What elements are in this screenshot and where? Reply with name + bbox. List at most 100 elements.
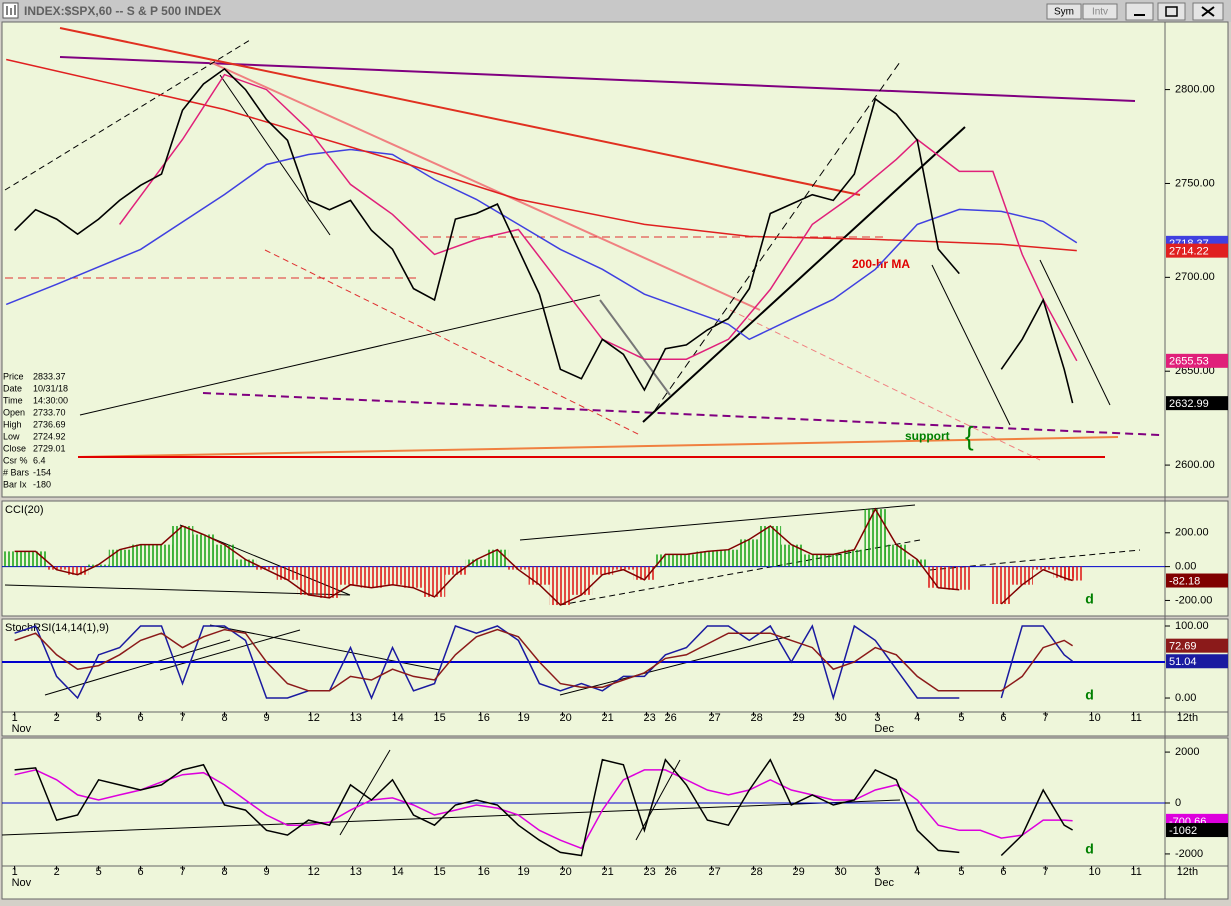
lower-panel	[1, 737, 1229, 867]
x-tick-label: 21	[601, 712, 613, 724]
trendline	[59, 56, 1136, 102]
data-window-label: Csr %	[3, 455, 28, 465]
trendline	[44, 639, 231, 696]
last-value-box	[1166, 823, 1228, 838]
intv-button[interactable]	[1082, 3, 1118, 20]
x-tick-label: 27	[709, 712, 721, 724]
histogram-bar	[150, 544, 173, 567]
histogram-bar	[927, 566, 950, 588]
x-tick-label: 20	[560, 712, 572, 724]
histogram-bar	[948, 566, 971, 590]
x-tick-label: 14	[392, 866, 404, 878]
sym-button[interactable]	[1046, 3, 1082, 20]
x-tick-label: 26	[664, 712, 676, 724]
x-tick-label: 13	[350, 866, 362, 878]
x-tick-label: 8	[222, 866, 228, 878]
y-tick-label: -200.00	[1175, 594, 1212, 606]
trendline	[339, 749, 391, 836]
trendline	[559, 635, 791, 696]
last-value-box	[1166, 353, 1228, 368]
last-value-label: 51.04	[1169, 656, 1197, 668]
histogram-bar	[591, 566, 614, 575]
histogram-bar	[3, 551, 26, 567]
y-tick-label: 0.00	[1175, 561, 1196, 573]
data-window-value: 10/31/18	[33, 383, 68, 393]
title-bar	[0, 0, 1231, 22]
y-tick-label: 200.00	[1175, 527, 1209, 539]
histogram-bar	[612, 566, 635, 570]
data-window-label: Close	[3, 443, 26, 453]
series-line	[6, 58, 1077, 252]
x-tick-label: 7	[1042, 866, 1048, 878]
data-window-value: 14:30:00	[33, 395, 68, 405]
time-axis	[1, 711, 1229, 737]
data-window-label: Price	[3, 371, 24, 381]
y-tick-label: 100.00	[1175, 620, 1209, 632]
series-line	[14, 507, 1073, 606]
data-window-label: Open	[3, 407, 25, 417]
trendline	[642, 126, 966, 423]
x-tick-label: 7	[180, 712, 186, 724]
stoch-panel	[1, 618, 1229, 713]
x-tick-label: 29	[793, 866, 805, 878]
trendline	[79, 294, 601, 416]
x-tick-label: 5	[96, 866, 102, 878]
last-value-label: 2714.22	[1169, 246, 1209, 258]
x-tick-label: 11	[1131, 712, 1142, 724]
histogram-bar	[990, 566, 1013, 604]
x-tick-label: 30	[835, 866, 847, 878]
y-tick-label: 2600.00	[1175, 459, 1215, 471]
intv-button-label[interactable]: Intv	[1092, 7, 1108, 18]
y-tick-label: 2700.00	[1175, 271, 1215, 283]
x-tick-label: 8	[222, 712, 228, 724]
histogram-bar	[864, 509, 887, 567]
data-window-value: 6.4	[33, 455, 46, 465]
trendline	[519, 504, 916, 541]
signal-annotation: d	[1085, 841, 1094, 857]
x-tick-label: 5	[958, 866, 964, 878]
trendline	[4, 39, 251, 191]
trendline	[1039, 259, 1111, 406]
signal-annotation: d	[1085, 591, 1094, 607]
last-value-box	[1166, 243, 1228, 258]
data-window-value: 2724.92	[33, 431, 66, 441]
histogram-bar	[549, 566, 572, 606]
last-value-label: 2655.53	[1169, 356, 1209, 368]
x-tick-label: 12	[308, 866, 320, 878]
ma-annotation: 200-hr MA	[852, 257, 910, 271]
x-tick-label: 29	[793, 712, 805, 724]
signal-annotation: d	[1085, 687, 1094, 703]
x-tick-label: 2	[54, 866, 60, 878]
data-window-label: Date	[3, 383, 22, 393]
histogram-bar	[633, 566, 656, 580]
support-annotation: support	[905, 429, 950, 443]
last-value-box	[1166, 638, 1228, 653]
trendline	[209, 61, 761, 311]
histogram-bar	[1061, 566, 1084, 581]
price-panel	[1, 21, 1229, 498]
histogram-bar	[780, 544, 803, 567]
trendline	[654, 61, 901, 411]
sym-button-label[interactable]: Sym	[1054, 7, 1074, 18]
data-window-label: Bar Ix	[3, 479, 27, 489]
x-tick-label: 12th	[1177, 712, 1198, 724]
maximize-button[interactable]	[1157, 2, 1186, 21]
histogram-bar	[885, 544, 908, 567]
histogram-bar	[465, 559, 488, 567]
month-label: Nov	[12, 723, 32, 735]
histogram-bar	[528, 566, 551, 585]
x-tick-label: 7	[180, 866, 186, 878]
series-line	[5, 148, 1078, 341]
close-icon	[1201, 6, 1215, 17]
x-tick-label: 12	[308, 712, 320, 724]
histogram-bar	[108, 549, 131, 567]
data-window-value: -154	[33, 467, 51, 477]
x-tick-label: 6	[1000, 866, 1006, 878]
x-tick-label: 28	[751, 866, 763, 878]
x-tick-label: 1	[12, 866, 18, 878]
minimize-button[interactable]	[1125, 2, 1154, 21]
histogram-bar	[654, 554, 677, 567]
series-line	[14, 67, 1074, 404]
histogram-bar	[738, 539, 761, 567]
